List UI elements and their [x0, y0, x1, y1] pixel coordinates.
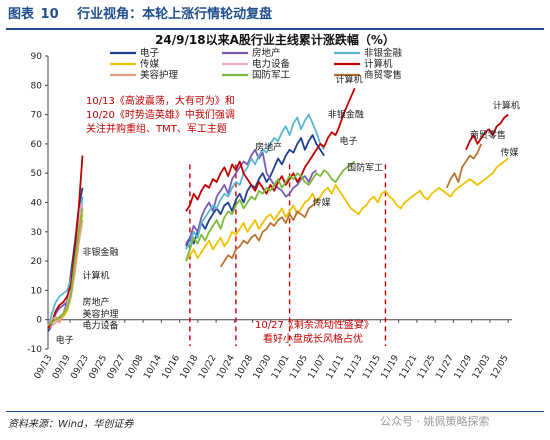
y-tick-label: 60 — [31, 140, 43, 150]
series-label: 计算机 — [336, 73, 363, 85]
series-label: 传媒 — [500, 147, 518, 159]
header-rule — [6, 28, 544, 30]
y-tick-label: 0 — [36, 316, 42, 326]
y-tick-label: 40 — [31, 199, 43, 209]
watermark: 公众号 · 姚佩策略探索 — [380, 415, 490, 428]
chart-title: 24/9/18以来A股行业主线累计涨跌幅（%） — [155, 32, 395, 47]
legend-label: 商贸零售 — [364, 69, 402, 81]
series-line — [47, 208, 84, 327]
y-tick-label: 50 — [31, 169, 43, 179]
y-tick-label: -10 — [27, 345, 42, 355]
series-line — [185, 113, 325, 250]
series-label: 美容护理 — [83, 308, 119, 320]
figure-label: 图表 — [8, 7, 35, 22]
source-note: 资料来源：Wind，华创证券 — [8, 419, 134, 430]
series-line — [465, 113, 509, 151]
series-label: 电子 — [56, 334, 74, 346]
figure-title: 行业视角：本轮上涨行情轮动复盘 — [77, 7, 273, 22]
series-label: 非银金融 — [83, 246, 119, 258]
y-tick-label: 20 — [31, 257, 43, 267]
series-label: 电子 — [339, 135, 357, 147]
annotation-text: 10/27《剩余流动性盛宴》 — [255, 318, 374, 331]
footer-rule — [6, 411, 544, 412]
legend-label: 电子 — [140, 47, 160, 59]
annotation-text: 10/20《时势造英雄》中我们强调 — [86, 108, 235, 121]
legend-label: 国防军工 — [252, 69, 291, 81]
series-line — [185, 157, 509, 262]
legend-label: 房地产 — [252, 47, 281, 59]
series-label: 计算机 — [83, 270, 110, 282]
y-tick-label: 80 — [31, 81, 43, 91]
series-line — [185, 160, 356, 262]
x-tick-label: 12/05 — [489, 354, 511, 381]
legend-label: 非银金融 — [364, 47, 403, 59]
series-line — [185, 134, 325, 247]
figure-number: 10 — [40, 7, 59, 22]
legend-label: 美容护理 — [140, 69, 179, 81]
series-label: 商贸零售 — [470, 129, 506, 141]
series-label: 电力设备 — [83, 319, 119, 331]
y-tick-label: 10 — [31, 286, 43, 296]
legend-label: 电力设备 — [252, 58, 291, 70]
y-tick-label: 30 — [31, 228, 43, 238]
series-line — [219, 201, 317, 268]
figure-header: 图表 10 行业视角：本轮上涨行情轮动复盘 — [8, 5, 542, 25]
y-tick-label: 70 — [31, 111, 43, 121]
line-chart: 24/9/18以来A股行业主线累计涨跌幅（%） -10 0 10 20 30 40 50 60 7… — [27, 32, 520, 381]
series-label: 国防军工 — [347, 161, 383, 173]
series-label: 房地产 — [255, 141, 282, 153]
legend-label: 计算机 — [364, 58, 393, 70]
series-line — [445, 143, 483, 189]
series-line — [185, 148, 317, 245]
y-tick-label: 90 — [31, 52, 43, 62]
series-line — [47, 155, 84, 329]
series-label: 传媒 — [313, 196, 331, 208]
series-label: 计算机 — [493, 100, 520, 112]
series-label: 房地产 — [83, 296, 110, 308]
annotation-text: 关注并购重组、TMT、军工主题 — [86, 122, 227, 135]
annotation-text: 10/13《高波震荡，大有可为》和 — [86, 94, 235, 107]
legend-label: 传媒 — [140, 58, 160, 70]
series-line — [185, 87, 356, 212]
annotation-text: 看好小盘成长风格占优 — [263, 332, 363, 345]
series-label: 非银金融 — [328, 109, 364, 121]
